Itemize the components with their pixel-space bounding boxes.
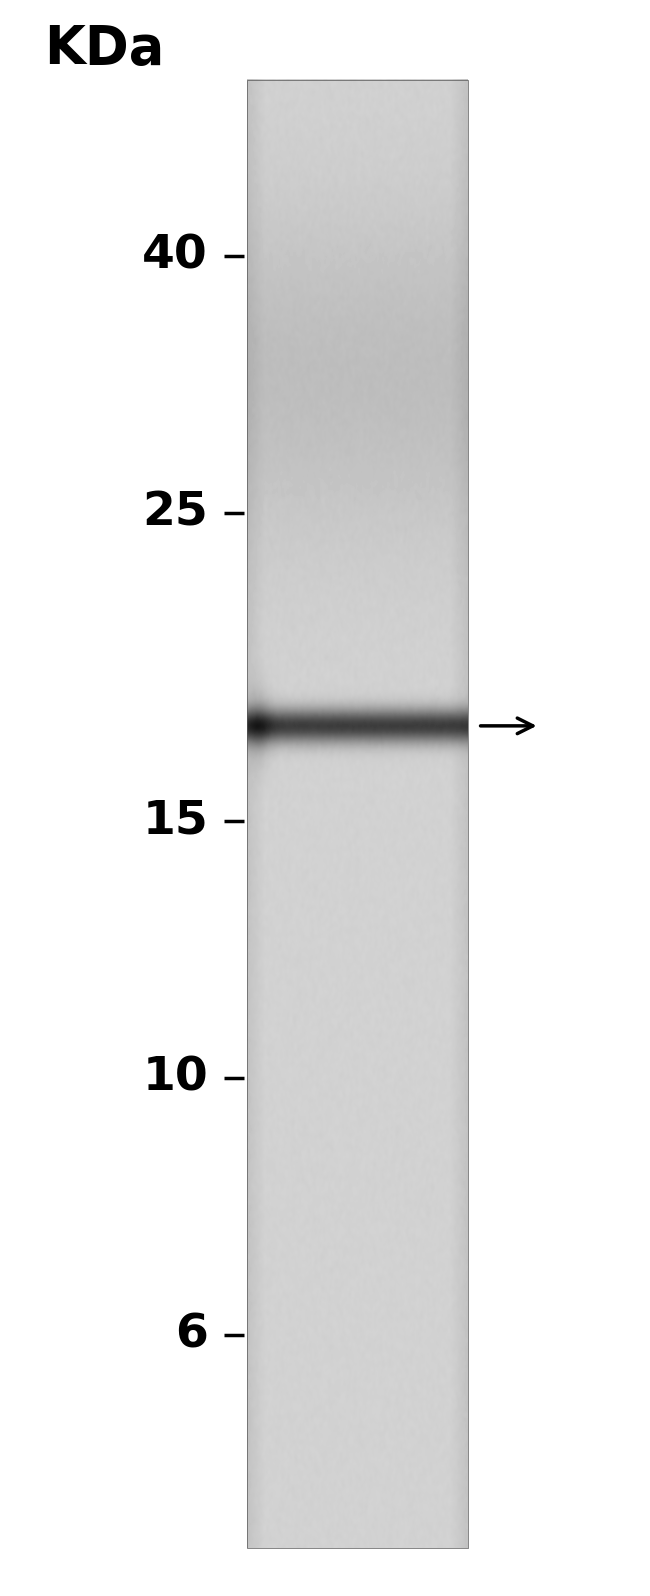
Bar (247, 80, 468, 1548)
Text: 15: 15 (142, 800, 208, 844)
Text: 25: 25 (142, 490, 208, 535)
Text: 10: 10 (142, 1057, 208, 1101)
Text: 6: 6 (175, 1314, 208, 1358)
Text: 40: 40 (142, 233, 208, 278)
Text: KDa: KDa (44, 22, 164, 75)
